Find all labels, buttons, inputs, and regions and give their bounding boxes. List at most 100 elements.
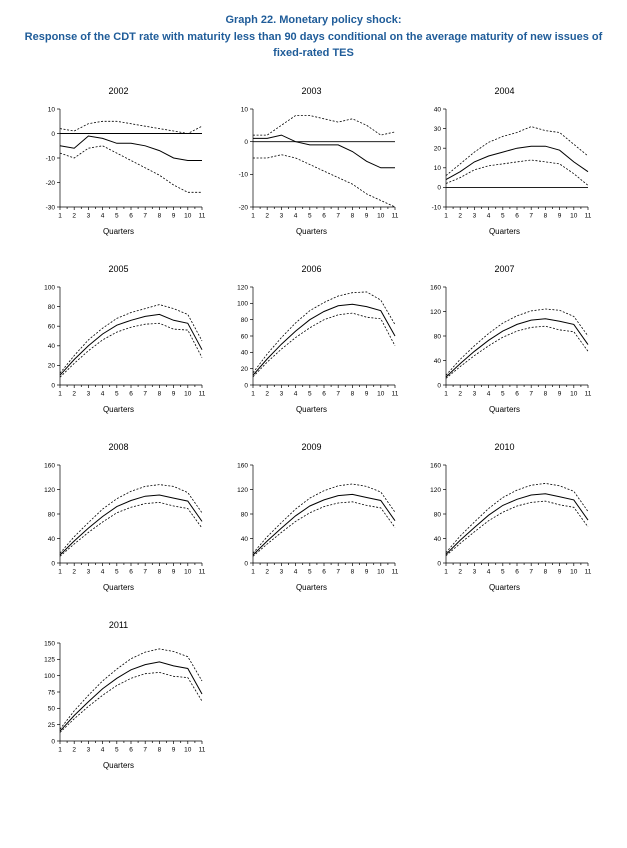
svg-text:7: 7 [336,212,340,219]
svg-text:80: 80 [47,303,55,310]
chart-plot-2006: 120 100 80 60 40 20 01 2 3 4 5 6 7 8 9 10 11 [237,284,399,397]
svg-text:120: 120 [237,284,248,291]
chart-title: 2004 [494,85,515,96]
page-title: Graph 22. Monetary policy shock: Respons… [0,12,627,62]
svg-text:40: 40 [240,535,248,542]
svg-text:40: 40 [433,357,441,364]
svg-text:10: 10 [184,390,192,397]
svg-text:6: 6 [129,746,133,753]
svg-text:9: 9 [364,212,368,219]
chart-title: 2003 [301,85,322,96]
svg-text:120: 120 [430,486,441,493]
chart-plot-2003: 10 0 -10 -201 2 3 4 5 6 7 8 9 10 11 [238,106,398,219]
svg-text:3: 3 [472,212,476,219]
svg-text:10: 10 [184,212,192,219]
svg-text:160: 160 [430,284,441,291]
svg-text:30: 30 [433,125,441,132]
svg-text:2: 2 [458,568,462,575]
svg-text:6: 6 [515,212,519,219]
svg-text:3: 3 [86,212,90,219]
svg-text:8: 8 [157,568,161,575]
svg-text:-10: -10 [431,204,441,211]
svg-text:0: 0 [244,560,248,567]
chart-title: 2008 [108,441,129,452]
svg-text:10: 10 [377,212,385,219]
svg-text:1: 1 [251,212,255,219]
chart-title: 2006 [301,263,322,274]
svg-text:5: 5 [500,212,504,219]
x-axis-label: Quarters [102,404,135,414]
svg-text:0: 0 [51,560,55,567]
svg-text:40: 40 [47,535,55,542]
svg-text:120: 120 [237,486,248,493]
svg-text:7: 7 [143,746,147,753]
svg-text:3: 3 [279,390,283,397]
svg-text:6: 6 [322,568,326,575]
svg-text:11: 11 [198,390,205,397]
svg-text:7: 7 [336,568,340,575]
svg-text:7: 7 [336,390,340,397]
svg-text:3: 3 [472,568,476,575]
svg-text:10: 10 [377,568,385,575]
charts-grid: 2002 10 0 -10 -20 -30 1 2 3 4 5 6 7 8 9 10 11 Quarters … [22,86,627,770]
svg-text:11: 11 [584,212,591,219]
chart-plot-2002: 10 0 -10 -20 -301 2 3 4 5 6 7 8 9 10 11 [45,106,205,219]
svg-text:7: 7 [143,568,147,575]
x-axis-label: Quarters [295,582,328,592]
chart-plot-2007: 160 120 80 40 01 2 3 4 5 6 7 8 9 10 11 [430,284,592,397]
svg-text:20: 20 [240,365,248,372]
svg-text:2: 2 [458,212,462,219]
chart-plot-2008: 160 120 80 40 01 2 3 4 5 6 7 8 9 10 11 [44,462,206,575]
svg-text:9: 9 [557,212,561,219]
svg-text:40: 40 [240,349,248,356]
svg-text:0: 0 [437,184,441,191]
svg-text:2: 2 [72,390,76,397]
svg-text:2: 2 [72,568,76,575]
svg-text:1: 1 [58,746,62,753]
chart-2007: 2007 160 120 80 40 0 1 2 3 4 5 6 7 8 9 10 11 Quarters [408,264,601,414]
x-axis-label: Quarters [102,582,135,592]
svg-text:0: 0 [51,130,55,137]
svg-text:3: 3 [86,390,90,397]
svg-text:5: 5 [114,746,118,753]
svg-text:4: 4 [486,390,490,397]
x-axis-label: Quarters [488,226,521,236]
svg-text:0: 0 [437,382,441,389]
x-axis-label: Quarters [488,404,521,414]
svg-text:4: 4 [100,568,104,575]
svg-text:5: 5 [114,390,118,397]
svg-text:7: 7 [143,390,147,397]
svg-text:150: 150 [44,640,55,647]
svg-text:-10: -10 [45,155,55,162]
svg-text:10: 10 [570,568,578,575]
chart-plot-2010: 160 120 80 40 01 2 3 4 5 6 7 8 9 10 11 [430,462,592,575]
chart-plot-2009: 160 120 80 40 01 2 3 4 5 6 7 8 9 10 11 [237,462,399,575]
svg-text:6: 6 [515,390,519,397]
svg-text:5: 5 [114,568,118,575]
svg-text:11: 11 [391,212,398,219]
svg-text:20: 20 [47,362,55,369]
svg-text:5: 5 [307,212,311,219]
svg-text:20: 20 [433,145,441,152]
svg-text:11: 11 [584,568,591,575]
svg-text:1: 1 [444,390,448,397]
svg-text:0: 0 [437,560,441,567]
chart-2010: 2010 160 120 80 40 0 1 2 3 4 5 6 7 8 9 10 11 Quarters [408,442,601,592]
svg-text:125: 125 [44,656,55,663]
chart-plot-2011: 150 125 100 75 50 25 01 2 3 4 5 6 7 8 9 10 11 [44,640,206,753]
svg-text:8: 8 [350,390,354,397]
chart-title: 2007 [494,263,515,274]
svg-text:80: 80 [240,316,248,323]
svg-text:4: 4 [293,568,297,575]
svg-text:1: 1 [251,568,255,575]
svg-text:3: 3 [279,212,283,219]
svg-text:4: 4 [100,390,104,397]
x-axis-label: Quarters [102,760,135,770]
svg-text:3: 3 [279,568,283,575]
svg-text:1: 1 [251,390,255,397]
svg-text:11: 11 [198,746,205,753]
graph-caption-line2: Response of the CDT rate with maturity l… [24,30,603,60]
svg-text:8: 8 [157,390,161,397]
svg-text:4: 4 [100,746,104,753]
